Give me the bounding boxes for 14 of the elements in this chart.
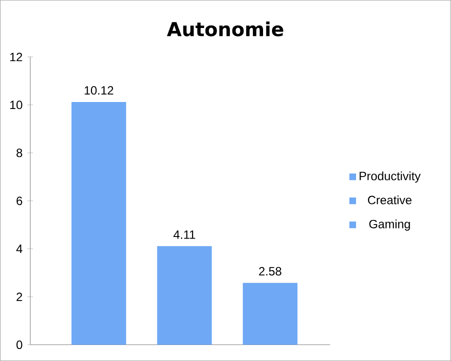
y-tick-label: 8: [16, 148, 22, 158]
data-label: 4.11: [174, 230, 196, 239]
y-tick-label: 6: [16, 196, 22, 206]
y-tick-label: 0: [16, 340, 22, 350]
y-tick-label: 12: [10, 52, 22, 62]
legend-label: Creative: [368, 195, 412, 204]
y-tick-label: 10: [10, 100, 22, 110]
chart-title: Autonomie: [166, 21, 284, 36]
legend-label: Gaming: [369, 219, 410, 231]
y-tick-label: 2: [16, 292, 22, 301]
data-label: 2.58: [259, 266, 282, 276]
legend-label: Productivity: [360, 171, 421, 183]
y-tick-label: 4: [16, 244, 22, 253]
data-label: 10.12: [84, 86, 114, 95]
